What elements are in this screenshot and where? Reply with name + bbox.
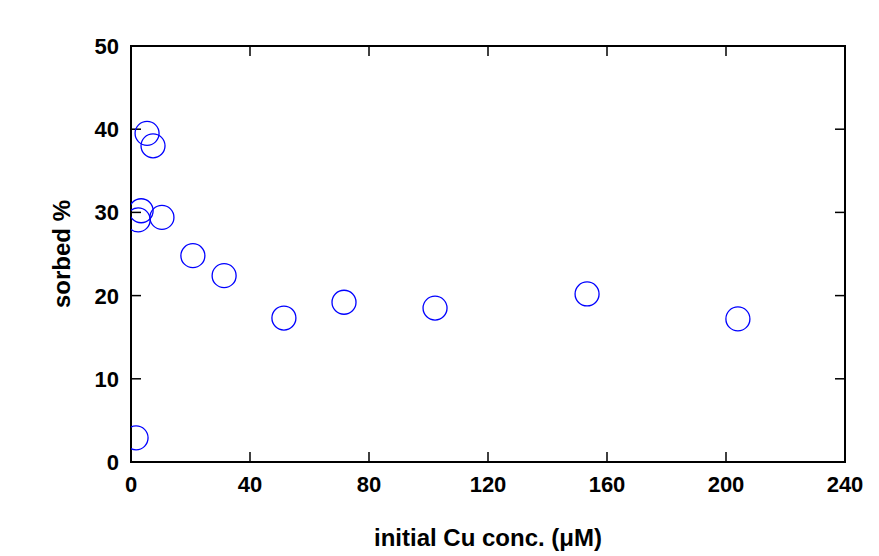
y-tick-right bbox=[835, 212, 845, 214]
y-tick bbox=[131, 295, 141, 297]
point bbox=[141, 134, 165, 158]
point bbox=[272, 306, 296, 330]
x-tick-label: 160 bbox=[589, 472, 626, 497]
point bbox=[212, 264, 236, 288]
y-tick bbox=[131, 212, 141, 214]
x-tick bbox=[130, 452, 132, 462]
point bbox=[150, 205, 174, 229]
y-tick-label: 30 bbox=[95, 200, 119, 225]
y-tick-right bbox=[835, 378, 845, 380]
x-tick-top bbox=[844, 46, 846, 56]
x-tick-top bbox=[130, 46, 132, 56]
point bbox=[726, 307, 750, 331]
x-tick-label: 240 bbox=[827, 472, 864, 497]
x-tick-label: 80 bbox=[357, 472, 381, 497]
x-tick bbox=[844, 452, 846, 462]
y-tick-label: 50 bbox=[95, 34, 119, 59]
y-tick bbox=[131, 378, 141, 380]
x-axis-label: initial Cu conc. (μM) bbox=[374, 524, 602, 551]
x-tick-label: 120 bbox=[470, 472, 507, 497]
x-tick-top bbox=[606, 46, 608, 56]
x-tick-label: 40 bbox=[238, 472, 262, 497]
y-tick bbox=[131, 461, 141, 463]
y-tick-right bbox=[835, 128, 845, 130]
plot-frame bbox=[131, 46, 845, 462]
y-tick bbox=[131, 45, 141, 47]
point bbox=[575, 282, 599, 306]
y-tick-right bbox=[835, 295, 845, 297]
x-tick bbox=[368, 452, 370, 462]
x-tick-top bbox=[249, 46, 251, 56]
y-tick-label: 0 bbox=[107, 450, 119, 475]
point bbox=[135, 121, 159, 145]
y-tick-label: 10 bbox=[95, 367, 119, 392]
x-tick bbox=[487, 452, 489, 462]
x-tick-top bbox=[368, 46, 370, 56]
point bbox=[131, 426, 148, 450]
y-tick-right bbox=[835, 461, 845, 463]
points bbox=[131, 121, 750, 450]
x-tick-top bbox=[487, 46, 489, 56]
y-tick-label: 20 bbox=[95, 284, 119, 309]
x-tick bbox=[606, 452, 608, 462]
x-tick bbox=[249, 452, 251, 462]
x-tick-top bbox=[725, 46, 727, 56]
point bbox=[181, 244, 205, 268]
point bbox=[423, 296, 447, 320]
y-tick-label: 40 bbox=[95, 117, 119, 142]
chart: 0 40 80 120 160 200 240 0 10 20 30 40 50 initial Cu c… bbox=[0, 0, 879, 556]
x-tick-label: 0 bbox=[125, 472, 137, 497]
y-axis-label: sorbed % bbox=[48, 200, 75, 308]
x-tick bbox=[725, 452, 727, 462]
x-tick-label: 200 bbox=[708, 472, 745, 497]
y-tick-right bbox=[835, 45, 845, 47]
point bbox=[332, 290, 356, 314]
